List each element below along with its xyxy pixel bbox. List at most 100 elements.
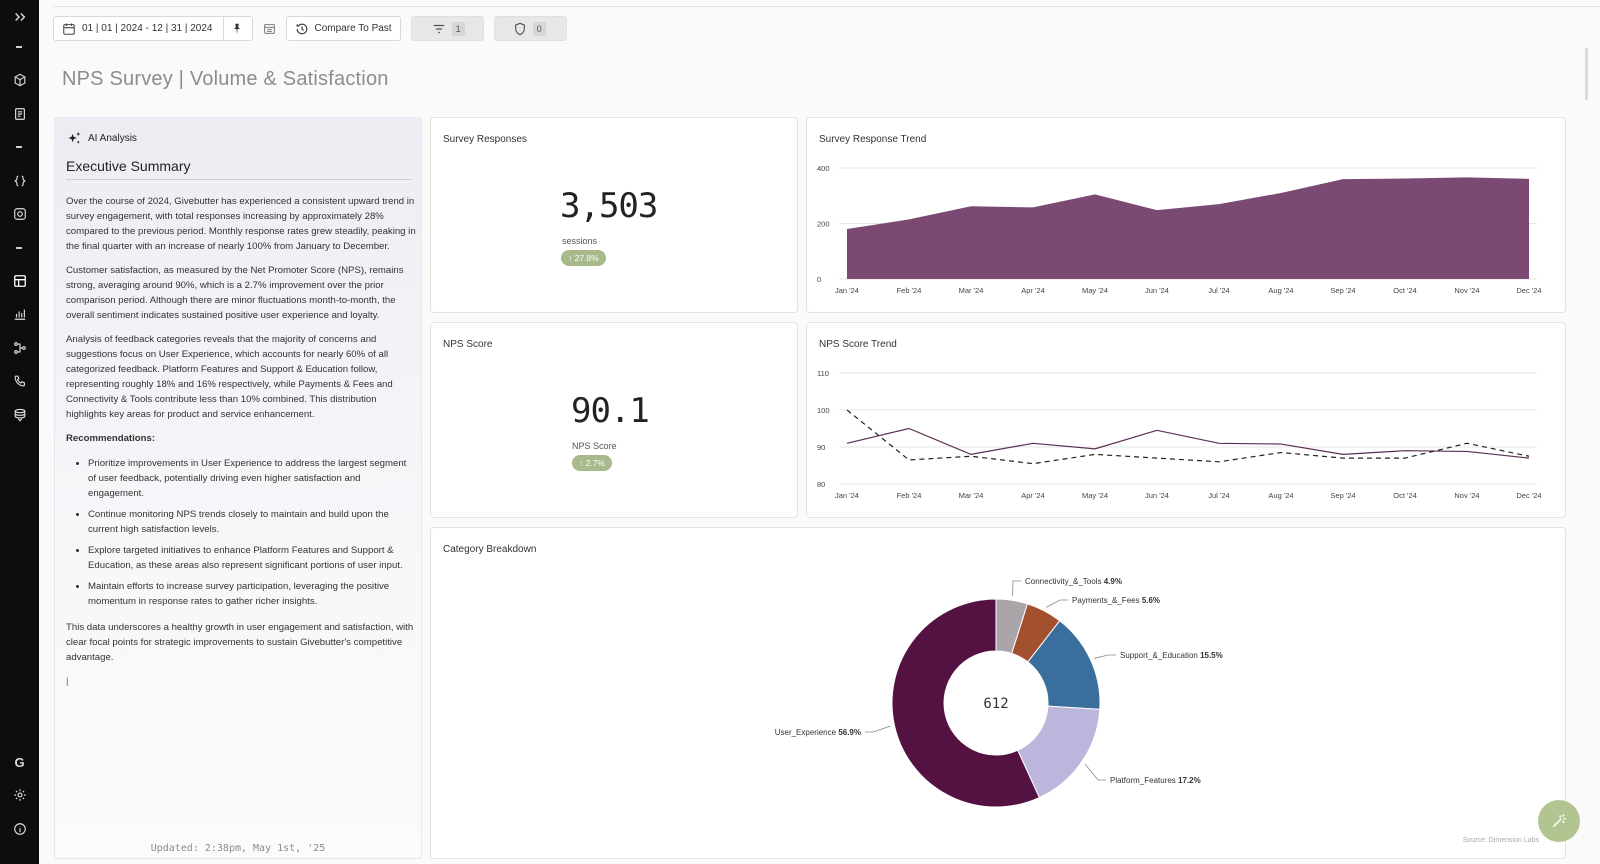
y-tick-label: 90 (817, 443, 825, 452)
document-icon[interactable] (0, 103, 39, 125)
x-tick-label: Jan '24 (835, 286, 859, 295)
rail-divider (16, 146, 22, 148)
slice-name: User_Experience (775, 728, 839, 737)
nps-change-badge: ↑ 2.7% (572, 455, 612, 471)
nps-value: 90.1 (571, 391, 650, 431)
phone-icon[interactable] (0, 370, 39, 392)
x-tick-label: Apr '24 (1021, 491, 1045, 500)
y-tick-label: 80 (817, 480, 825, 489)
x-tick-label: Oct '24 (1393, 286, 1417, 295)
x-tick-label: Sep '24 (1330, 491, 1355, 500)
dashboard-icon[interactable] (0, 270, 39, 292)
series-area (847, 177, 1529, 279)
slice-label: User_Experience 56.9% (775, 728, 861, 737)
rail-divider (16, 46, 22, 48)
info-icon[interactable] (0, 818, 39, 840)
card-title: Category Breakdown (443, 544, 537, 555)
card-title: NPS Score (443, 339, 493, 350)
donut-slice (891, 598, 1041, 808)
x-tick-label: Mar '24 (959, 286, 984, 295)
recommendation-item: Maintain efforts to increase survey part… (88, 579, 416, 609)
filter-button[interactable]: 1 (410, 16, 484, 41)
summary-paragraph: Analysis of feedback categories reveals … (66, 334, 393, 420)
recommendation-item: Continue monitoring NPS trends closely t… (88, 507, 416, 537)
scrollbar-thumb[interactable] (1585, 48, 1588, 100)
responses-unit: sessions (562, 236, 598, 246)
braces-icon[interactable] (0, 170, 39, 192)
top-divider (53, 6, 1600, 7)
slice-percent: 4.9% (1104, 577, 1122, 586)
survey-responses-card: Survey Responses 3,503 sessions ↑ 27.8% (430, 117, 798, 313)
slice-name: Support_&_Education (1120, 651, 1200, 660)
cube-icon[interactable] (0, 69, 39, 91)
database-icon[interactable] (0, 404, 39, 426)
y-tick-label: 110 (817, 369, 829, 378)
bar-chart-icon[interactable] (0, 303, 39, 325)
responses-change-badge: ↑ 27.8% (561, 250, 606, 266)
category-donut-chart: Connectivity_&_Tools 4.9% Payments_&_Fees… (775, 577, 1223, 808)
flow-icon[interactable] (0, 337, 39, 359)
expand-icon[interactable] (0, 6, 39, 28)
source-note: Source: Dimension Labs (1462, 837, 1539, 844)
card-title: Survey Responses (443, 134, 527, 145)
x-tick-label: Oct '24 (1393, 491, 1417, 500)
y-tick-label: 100 (817, 406, 830, 415)
ai-analysis-panel: AI Analysis Executive Summary Over the c… (54, 117, 422, 859)
main-area: 01 | 01 | 2024 - 12 | 31 | 2024 Compare … (39, 0, 1600, 864)
compare-to-past-button[interactable]: Compare To Past (285, 16, 401, 41)
x-tick-label: Jun '24 (1145, 286, 1169, 295)
leader-line (1046, 599, 1068, 608)
y-tick-label: 0 (817, 275, 821, 284)
recommendation-item: Explore targeted initiatives to enhance … (88, 543, 416, 573)
x-tick-label: Jun '24 (1145, 491, 1169, 500)
series-line-current (846, 427, 1530, 459)
nps-score-card: NPS Score 90.1 NPS Score ↑ 2.7% (430, 322, 798, 518)
y-tick-label: 200 (817, 220, 830, 229)
slice-name: Payments_&_Fees (1072, 596, 1142, 605)
gear-icon[interactable] (0, 784, 39, 806)
slice-label: Platform_Features 17.2% (1110, 776, 1201, 785)
recommendations-heading: Recommendations: (66, 433, 156, 444)
summary-paragraph: This data underscores a healthy growth i… (66, 622, 414, 663)
image-icon[interactable] (0, 203, 39, 225)
x-tick-label: Dec '24 (1516, 286, 1541, 295)
x-tick-label: Aug '24 (1268, 286, 1293, 295)
nps-unit: NPS Score (572, 441, 617, 451)
recommendations-list: Prioritize improvements in User Experien… (66, 456, 416, 609)
sparkle-icon (68, 131, 81, 144)
filter-count: 1 (451, 21, 465, 36)
slice-name: Connectivity_&_Tools (1025, 577, 1104, 586)
pin-icon[interactable] (230, 22, 244, 36)
x-tick-label: Jul '24 (1208, 491, 1229, 500)
calendar-icon (63, 22, 75, 35)
calendar-list-icon[interactable] (263, 16, 276, 41)
recommendation-item: Prioritize improvements in User Experien… (88, 456, 416, 501)
slice-label: Payments_&_Fees 5.6% (1072, 596, 1160, 605)
updated-timestamp: Updated: 2:38pm, May 1st, '25 (150, 843, 326, 854)
slice-percent: 17.2% (1178, 776, 1201, 785)
ai-analysis-label: AI Analysis (88, 133, 137, 144)
date-range-picker[interactable]: 01 | 01 | 2024 - 12 | 31 | 2024 (53, 16, 253, 41)
x-tick-label: Apr '24 (1021, 286, 1045, 295)
security-button[interactable]: 0 (493, 16, 567, 41)
x-tick-label: Nov '24 (1454, 286, 1479, 295)
compare-label: Compare To Past (314, 23, 392, 34)
workspace-g-icon[interactable]: G (14, 754, 25, 770)
slice-label: Connectivity_&_Tools 4.9% (1025, 577, 1122, 586)
x-tick-label: Dec '24 (1516, 491, 1541, 500)
x-tick-label: Aug '24 (1268, 491, 1293, 500)
x-tick-label: Feb '24 (897, 491, 922, 500)
x-tick-label: Sep '24 (1330, 286, 1355, 295)
x-tick-label: Feb '24 (897, 286, 922, 295)
rail-divider (16, 247, 22, 249)
text-cursor: | (66, 676, 69, 687)
history-icon (296, 23, 307, 34)
ai-assistant-button[interactable] (1538, 800, 1580, 842)
response-trend-chart: 0 200 400 Jan '24 Feb '24 Mar '24 Apr '24 May '… (817, 164, 1542, 295)
x-tick-label: Jul '24 (1208, 286, 1229, 295)
response-trend-card: Survey Response Trend 0 200 400 Jan '24 Feb … (806, 117, 1566, 313)
slice-percent: 56.9% (838, 728, 861, 737)
leader-line (865, 725, 891, 733)
slice-percent: 15.5% (1200, 651, 1223, 660)
shield-icon (514, 22, 525, 35)
